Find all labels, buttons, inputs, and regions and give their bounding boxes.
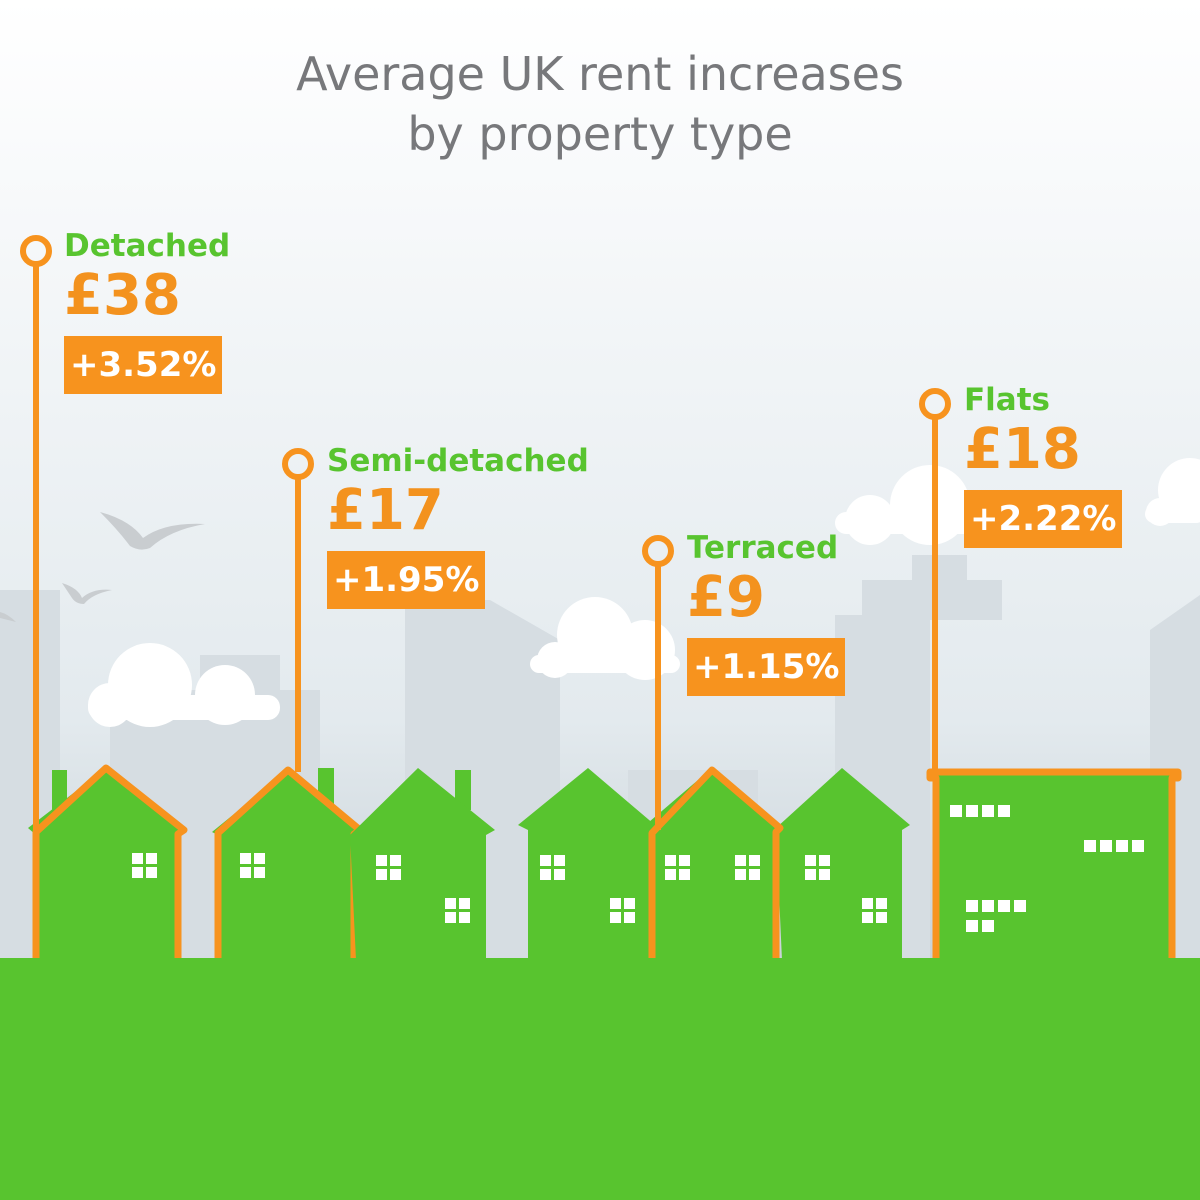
pin-semi-detached xyxy=(282,448,314,772)
terraced-houses xyxy=(518,766,910,960)
label-terraced: Terraced £9 +1.15% xyxy=(687,530,846,696)
bird-icon xyxy=(0,612,16,622)
rent-increase-amount: £17 xyxy=(327,478,444,543)
rent-increase-percent: +1.15% xyxy=(687,638,846,696)
bird-icon xyxy=(100,512,205,550)
ground xyxy=(0,958,1200,1200)
property-name: Detached xyxy=(64,228,231,264)
pin-flats xyxy=(919,388,951,772)
rent-increase-amount: £18 xyxy=(964,417,1081,482)
title-line-1: Average UK rent increases xyxy=(296,47,904,101)
window-icon xyxy=(735,855,760,880)
page-title: Average UK rent increases by property ty… xyxy=(0,44,1200,164)
pin-detached xyxy=(20,235,52,830)
windows xyxy=(132,805,1144,932)
window-icon xyxy=(862,898,887,923)
bird-icon xyxy=(62,583,112,604)
rent-increase-amount: £38 xyxy=(64,263,181,328)
window-icon xyxy=(610,898,635,923)
title-line-2: by property type xyxy=(407,107,793,161)
detached-house xyxy=(28,764,188,960)
birds xyxy=(0,512,205,622)
window-icon xyxy=(665,855,690,880)
cloud-4 xyxy=(1145,458,1200,526)
property-name: Terraced xyxy=(687,530,839,566)
window-icon xyxy=(805,855,830,880)
semi-detached-houses xyxy=(212,766,495,960)
cloud-1 xyxy=(88,643,280,727)
property-name: Flats xyxy=(964,382,1050,418)
pin-terraced xyxy=(642,535,674,830)
label-semi-detached: Semi-detached £17 +1.95% xyxy=(327,443,589,609)
rent-increase-percent: +3.52% xyxy=(64,336,223,394)
label-flats: Flats £18 +2.22% xyxy=(964,382,1123,548)
window-icon xyxy=(376,855,401,880)
window-icon xyxy=(445,898,470,923)
rent-increase-percent: +2.22% xyxy=(964,490,1123,548)
window-icon xyxy=(132,853,157,878)
property-name: Semi-detached xyxy=(327,443,589,479)
flats-building xyxy=(926,768,1182,962)
rent-increase-amount: £9 xyxy=(687,565,765,630)
pins xyxy=(20,235,951,830)
window-icon xyxy=(540,855,565,880)
rent-increase-percent: +1.95% xyxy=(327,551,486,609)
label-detached: Detached £38 +3.52% xyxy=(64,228,230,394)
window-icon xyxy=(240,853,265,878)
